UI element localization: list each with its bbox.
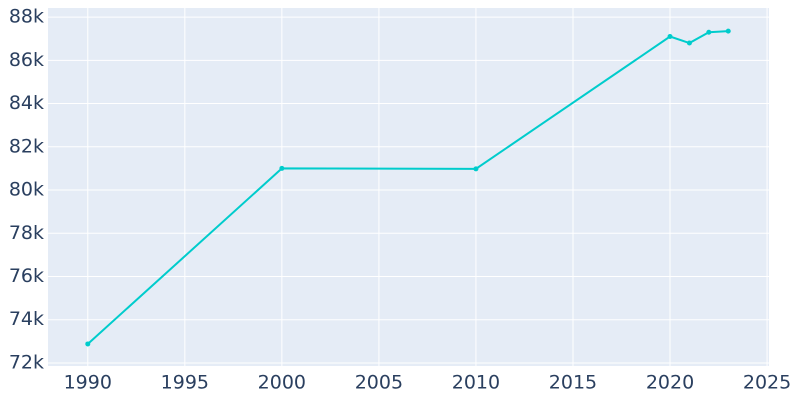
data-point bbox=[725, 28, 731, 34]
data-point bbox=[667, 34, 673, 40]
x-tick-label: 2020 bbox=[646, 372, 694, 394]
y-tick-label: 82k bbox=[9, 135, 44, 157]
x-tick-label: 2005 bbox=[355, 372, 403, 394]
x-tick-label: 2025 bbox=[743, 372, 791, 394]
y-tick-label: 86k bbox=[9, 49, 44, 71]
data-point bbox=[706, 29, 712, 35]
x-tick-label: 2010 bbox=[452, 372, 500, 394]
y-tick-label: 80k bbox=[9, 179, 44, 201]
y-tick-label: 84k bbox=[9, 92, 44, 114]
plot-area bbox=[48, 8, 769, 366]
y-tick-label: 72k bbox=[9, 351, 44, 373]
x-tick-label: 2000 bbox=[258, 372, 306, 394]
x-tick-label: 1990 bbox=[64, 372, 112, 394]
data-point bbox=[279, 165, 285, 171]
y-tick-label: 74k bbox=[9, 308, 44, 330]
data-point bbox=[686, 40, 692, 46]
y-tick-label: 88k bbox=[9, 6, 44, 28]
y-tick-label: 76k bbox=[9, 265, 44, 287]
data-point bbox=[473, 166, 479, 172]
y-tick-label: 78k bbox=[9, 222, 44, 244]
x-tick-label: 2015 bbox=[549, 372, 597, 394]
x-tick-label: 1995 bbox=[161, 372, 209, 394]
data-point bbox=[85, 341, 91, 347]
